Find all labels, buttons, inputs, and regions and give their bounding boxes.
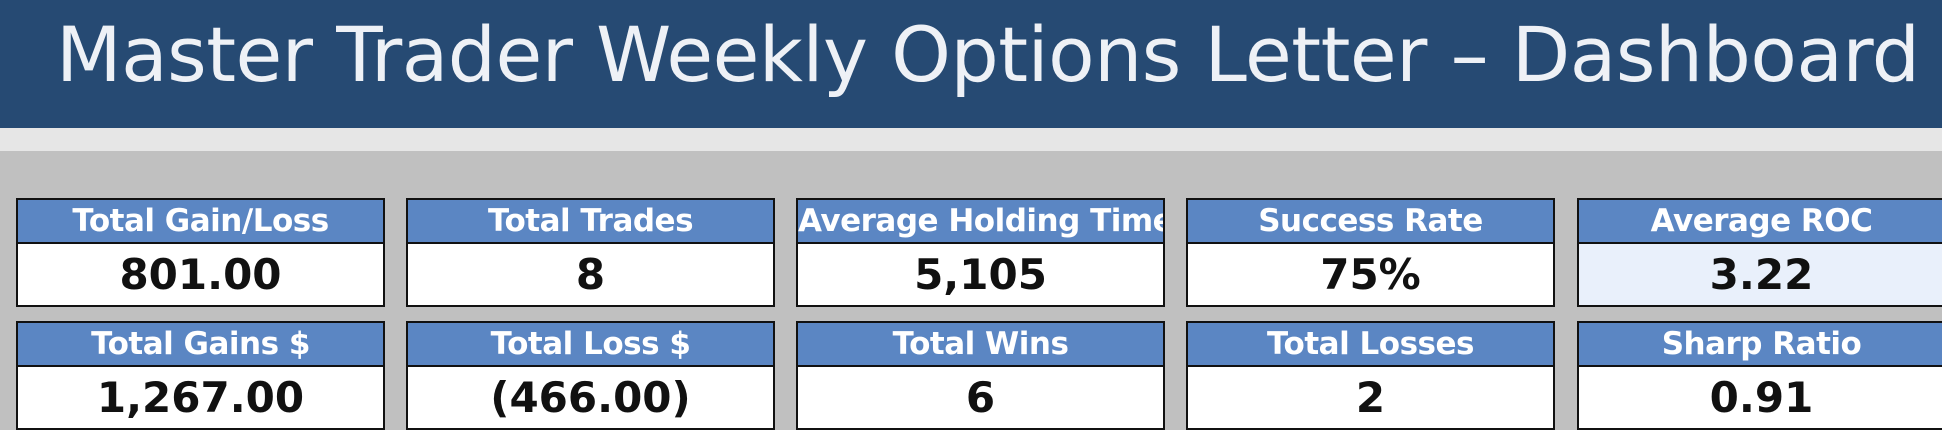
metric-value: 801.00 xyxy=(16,244,385,307)
metric-value: 0.91 xyxy=(1577,367,1942,430)
metric-label: Sharp Ratio xyxy=(1577,321,1942,367)
metric-label: Total Loss $ xyxy=(406,321,775,367)
metric-value: 8 xyxy=(406,244,775,307)
metric-value: 75% xyxy=(1186,244,1555,307)
metric-label: Success Rate xyxy=(1186,198,1555,244)
metric-value: 5,105 xyxy=(796,244,1165,307)
metric-value: 1,267.00 xyxy=(16,367,385,430)
metric-card: Average Holding Time 5,105 xyxy=(796,198,1165,307)
metric-label: Total Gain/Loss xyxy=(16,198,385,244)
metric-card: Total Wins 6 xyxy=(796,321,1165,430)
metric-label: Total Wins xyxy=(796,321,1165,367)
metric-card: Total Gains $1,267.00 xyxy=(16,321,385,430)
metric-card: Success Rate 75% xyxy=(1186,198,1555,307)
metric-value: 6 xyxy=(796,367,1165,430)
metric-label: Total Losses xyxy=(1186,321,1555,367)
metric-card: Total Loss $ (466.00) xyxy=(406,321,775,430)
metric-card: Average ROC 3.22 xyxy=(1577,198,1942,307)
metric-label: Total Gains $ xyxy=(16,321,385,367)
header-bar: Master Trader Weekly Options Letter – Da… xyxy=(0,0,1942,128)
metric-card: Total Gain/Loss 801.00 xyxy=(16,198,385,307)
metric-label: Total Trades xyxy=(406,198,775,244)
metric-card: Sharp Ratio 0.91 xyxy=(1577,321,1942,430)
metric-value: 3.22 xyxy=(1577,244,1942,307)
metric-card: Total Trades 8 xyxy=(406,198,775,307)
metric-card: Total Losses 2 xyxy=(1186,321,1555,430)
metric-label: Average Holding Time xyxy=(796,198,1165,244)
metric-label: Average ROC xyxy=(1577,198,1942,244)
metric-value: (466.00) xyxy=(406,367,775,430)
header-divider xyxy=(0,128,1942,151)
metric-value: 2 xyxy=(1186,367,1555,430)
page-title: Master Trader Weekly Options Letter – Da… xyxy=(56,10,1920,99)
